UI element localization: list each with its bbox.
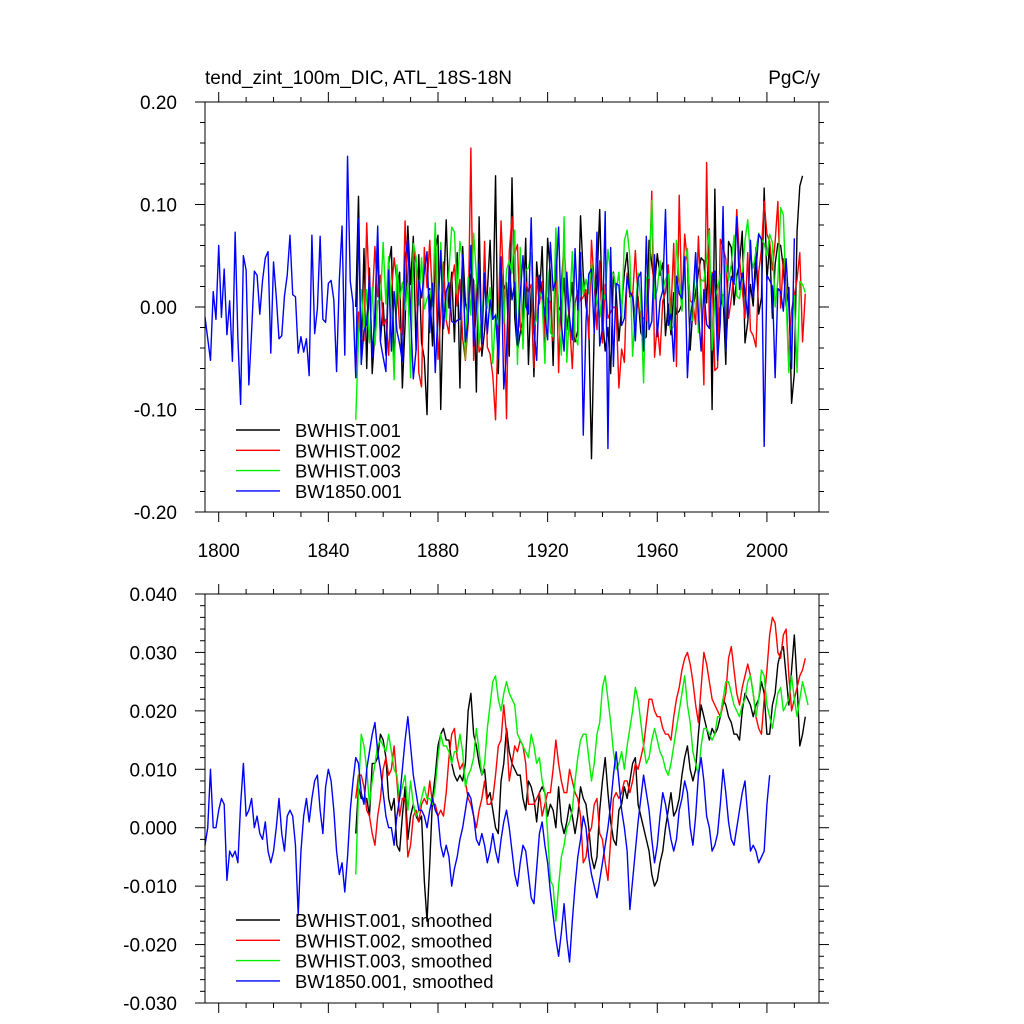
x-tick-label: 1840 — [307, 541, 349, 562]
y-tick-label: 0.040 — [129, 585, 177, 606]
top-panel: 1800 1840 1880 1920 1960 2000 -0.20 -0.10 0.00 0.… — [134, 68, 829, 562]
bottom-panel: -0.030 -0.020 -0.010 0.000 0.010 0.020 0.030 0.… — [123, 584, 829, 1015]
series-line-4 — [204, 716, 771, 963]
legend-label-2: BWHIST.002 — [295, 440, 401, 461]
legend-label-4: BW1850.001, smoothed — [295, 971, 494, 992]
x-tick-label: 1960 — [636, 541, 678, 562]
units-label: PgC/y — [768, 68, 820, 89]
x-tick-label: 2000 — [746, 541, 788, 562]
y-tick-label: -0.20 — [134, 503, 177, 524]
y-tick-label: -0.010 — [123, 877, 177, 898]
legend-label-3: BWHIST.003, smoothed — [295, 951, 492, 972]
legend-label-3: BWHIST.003 — [295, 461, 401, 482]
x-tick-label: 1880 — [417, 541, 459, 562]
legend-label-1: BWHIST.001, smoothed — [295, 910, 492, 931]
chart-title: tend_zint_100m_DIC, ATL_18S-18N — [205, 68, 512, 89]
y-tick-label: -0.030 — [123, 994, 177, 1015]
plot-frame — [204, 593, 820, 1004]
legend-label-4: BW1850.001 — [295, 481, 402, 502]
x-tick-label: 1800 — [198, 541, 240, 562]
y-tick-label: -0.020 — [123, 936, 177, 957]
y-tick-label: 0.00 — [140, 298, 177, 319]
y-tick-label: 0.020 — [129, 702, 177, 723]
legend-label-1: BWHIST.001 — [295, 420, 401, 441]
y-tick-label: 0.030 — [129, 643, 177, 664]
series-line-2 — [355, 147, 806, 421]
x-tick-label: 1920 — [526, 541, 568, 562]
y-tick-label: 0.010 — [129, 760, 177, 781]
series-line-2 — [355, 616, 806, 881]
legend-label-2: BWHIST.002, smoothed — [295, 930, 492, 951]
y-tick-label: 0.10 — [140, 196, 177, 217]
series-line-1 — [355, 634, 806, 922]
y-tick-label: 0.20 — [140, 93, 177, 114]
y-tick-label: -0.10 — [134, 401, 177, 422]
series-line-4 — [204, 155, 796, 450]
y-tick-label: 0.000 — [129, 819, 177, 840]
